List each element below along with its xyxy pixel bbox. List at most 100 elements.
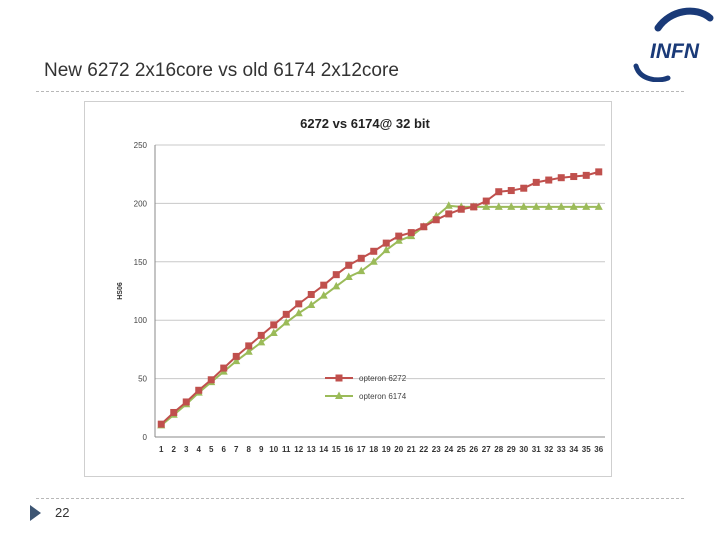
data-point xyxy=(282,310,290,318)
x-tick-label: 3 xyxy=(184,445,189,454)
data-point xyxy=(382,245,391,254)
data-point xyxy=(332,271,340,279)
data-point xyxy=(457,205,465,213)
data-point xyxy=(494,202,503,210)
x-tick-label: 27 xyxy=(482,445,491,454)
data-point xyxy=(570,173,578,181)
x-tick-label: 15 xyxy=(332,445,341,454)
x-tick-label: 6 xyxy=(222,445,227,454)
data-point xyxy=(232,356,241,365)
data-point xyxy=(344,272,353,280)
data-point xyxy=(495,188,503,196)
data-point xyxy=(444,201,453,209)
data-point xyxy=(432,216,440,224)
data-point xyxy=(470,203,478,211)
x-tick-label: 16 xyxy=(344,445,353,454)
data-point xyxy=(369,257,378,265)
x-tick-label: 4 xyxy=(197,445,202,454)
data-point xyxy=(394,236,403,244)
page-number: 22 xyxy=(55,505,70,520)
x-tick-label: 19 xyxy=(382,445,391,454)
x-tick-label: 18 xyxy=(369,445,378,454)
data-point xyxy=(295,300,303,308)
data-point xyxy=(332,281,341,290)
data-point xyxy=(195,386,203,394)
data-point xyxy=(245,342,253,350)
data-point xyxy=(407,229,415,237)
x-tick-label: 34 xyxy=(569,445,578,454)
x-tick-label: 1 xyxy=(159,445,164,454)
logo-text: INFN xyxy=(650,40,700,63)
data-point xyxy=(270,321,278,329)
data-point xyxy=(532,178,540,186)
x-tick-label: 13 xyxy=(307,445,316,454)
x-tick-label: 17 xyxy=(357,445,366,454)
data-point xyxy=(482,202,491,210)
chart-frame: 6272 vs 6174@ 32 bit 0 50 100 150 200 250 HS06 1… xyxy=(84,101,612,477)
x-tick-label: 36 xyxy=(594,445,603,454)
legend-label: opteron 6174 xyxy=(359,392,407,401)
data-point xyxy=(319,291,328,299)
x-tick-label: 28 xyxy=(494,445,503,454)
data-point xyxy=(382,239,390,247)
y-tick-label: 250 xyxy=(134,141,148,150)
y-tick-label: 100 xyxy=(134,316,148,325)
data-point xyxy=(595,168,603,176)
data-point xyxy=(294,308,303,317)
data-point xyxy=(269,328,278,337)
data-point xyxy=(182,398,190,406)
chart-title: 6272 vs 6174@ 32 bit xyxy=(300,116,430,131)
data-point xyxy=(244,347,253,355)
data-point xyxy=(520,184,528,192)
data-point xyxy=(282,318,291,326)
x-tick-label: 9 xyxy=(259,445,264,454)
x-tick-label: 2 xyxy=(172,445,177,454)
data-point xyxy=(594,202,603,210)
data-point xyxy=(345,261,353,269)
infn-logo: INFN xyxy=(630,4,714,83)
data-point xyxy=(307,291,315,299)
data-point xyxy=(232,352,240,360)
data-point xyxy=(320,281,328,289)
x-tick-label: 22 xyxy=(419,445,428,454)
y-tick-label: 50 xyxy=(138,375,147,384)
data-point xyxy=(220,364,228,372)
x-tick-label: 10 xyxy=(269,445,278,454)
data-point xyxy=(544,202,553,210)
data-point xyxy=(157,420,165,428)
data-point xyxy=(507,187,515,195)
x-tick-label: 14 xyxy=(319,445,328,454)
x-tick-label: 30 xyxy=(519,445,528,454)
x-tick-label: 33 xyxy=(557,445,566,454)
logo-arc-bottom xyxy=(633,63,671,83)
x-tick-label: 25 xyxy=(457,445,466,454)
x-tick-label: 29 xyxy=(507,445,516,454)
data-point xyxy=(507,202,516,210)
data-point xyxy=(170,408,178,416)
data-point xyxy=(257,331,265,339)
legend-marker xyxy=(335,374,343,382)
title-divider xyxy=(36,91,684,92)
x-tick-label: 5 xyxy=(209,445,214,454)
x-tick-label: 11 xyxy=(282,445,291,454)
data-point xyxy=(445,210,453,218)
data-point xyxy=(357,266,366,275)
triangle-bullet-icon xyxy=(30,505,41,521)
logo-arc-top xyxy=(654,7,714,32)
x-tick-label: 31 xyxy=(532,445,541,454)
data-point xyxy=(257,337,266,346)
slide-title: New 6272 2x16core vs old 6174 2x12core xyxy=(44,60,399,81)
data-point xyxy=(532,202,541,210)
data-point xyxy=(557,202,566,210)
data-point xyxy=(582,171,590,179)
x-tick-label: 12 xyxy=(294,445,303,454)
data-point xyxy=(370,247,378,255)
y-tick-label: 200 xyxy=(134,199,148,208)
data-point xyxy=(420,223,428,231)
data-point xyxy=(207,376,215,384)
x-tick-label: 24 xyxy=(444,445,453,454)
line-chart: 6272 vs 6174@ 32 bit 0 50 100 150 200 250 HS06 1… xyxy=(117,116,605,454)
legend-marker xyxy=(335,391,343,399)
data-point xyxy=(569,202,578,210)
data-point xyxy=(307,300,316,309)
